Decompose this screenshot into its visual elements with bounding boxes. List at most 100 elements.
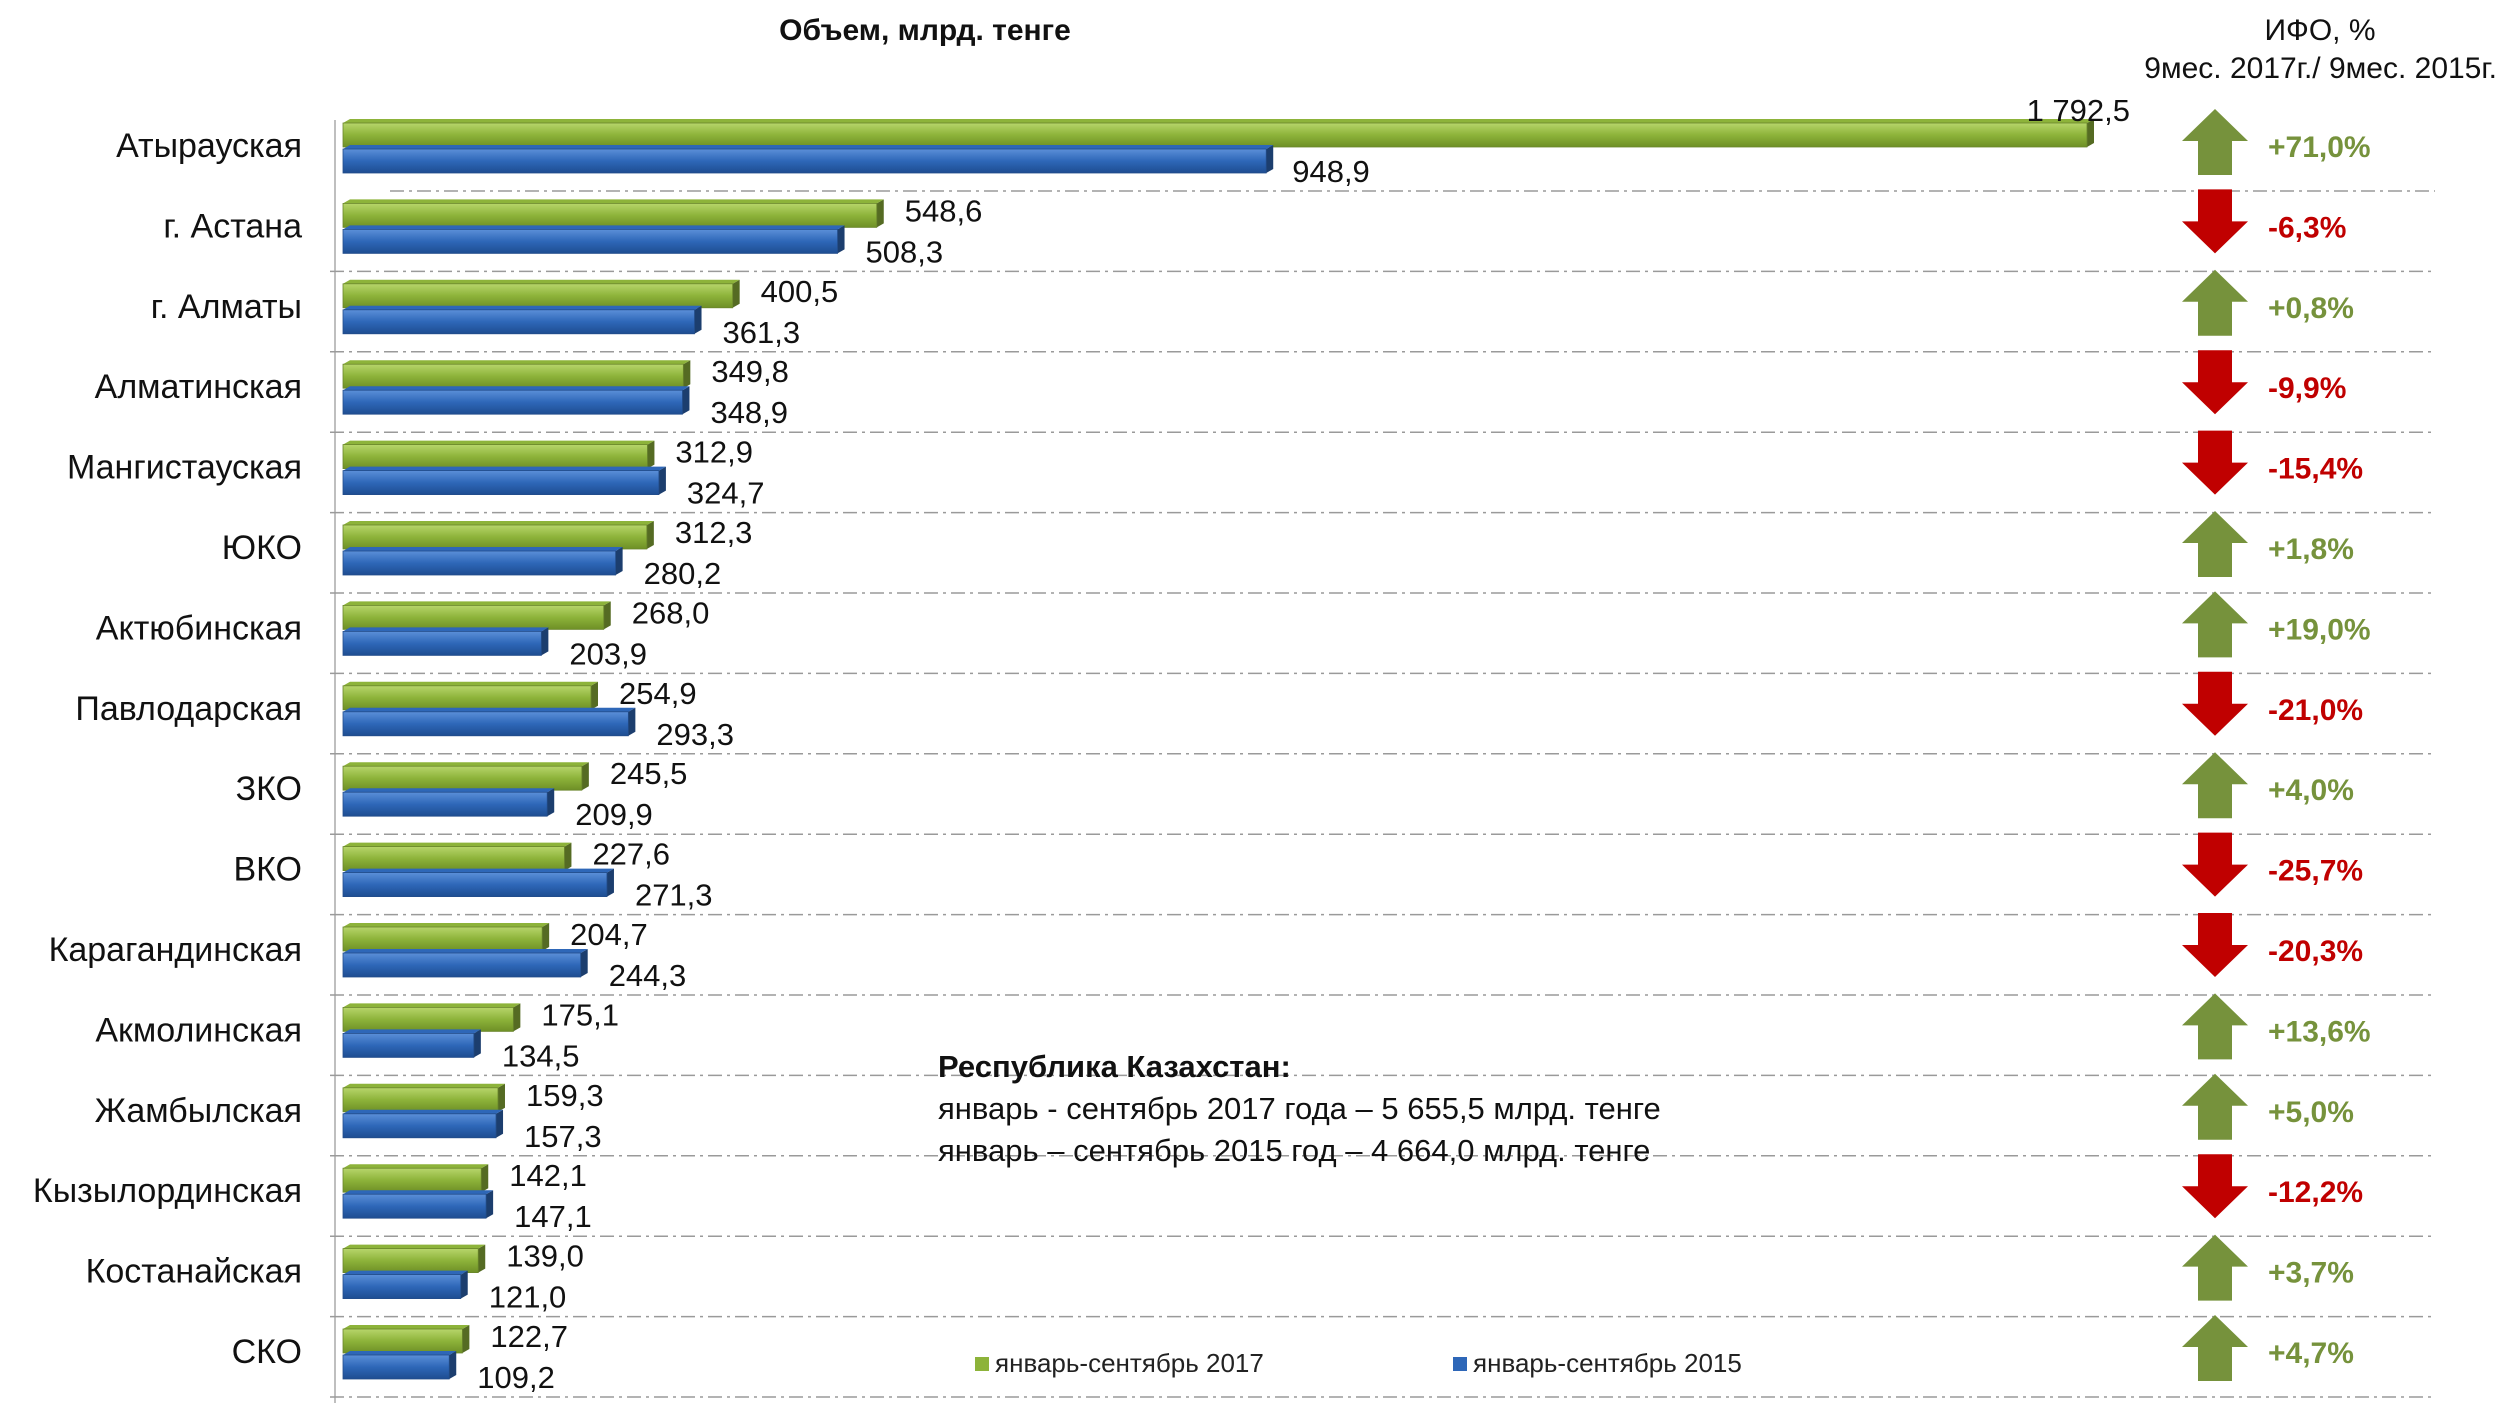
ifo-label: -21,0% <box>2268 694 2363 727</box>
arrow-up-icon <box>2182 752 2248 819</box>
bar-2017 <box>342 765 583 791</box>
bar-side <box>615 547 623 575</box>
bar-side <box>1266 145 1274 173</box>
value-label-2015: 244,3 <box>609 958 687 993</box>
category-label: Актюбинская <box>96 609 302 647</box>
bar-2015 <box>342 550 617 576</box>
summary-heading: Республика Казахстан: <box>938 1049 1291 1084</box>
ifo-label: -20,3% <box>2268 935 2363 968</box>
bar-2017 <box>342 363 684 389</box>
value-label-2017: 122,7 <box>490 1319 568 1354</box>
arrow-up-icon <box>2182 591 2248 658</box>
bar-side <box>547 788 555 817</box>
ifo-label: -15,4% <box>2268 453 2363 486</box>
value-label-2017: 548,6 <box>905 193 983 228</box>
category-label: г. Алматы <box>151 288 302 326</box>
ifo-title-line1: ИФО, % <box>2264 14 2375 47</box>
bar-top <box>343 1190 494 1195</box>
bar-top <box>343 199 884 204</box>
bar-top <box>343 119 2094 123</box>
bar-side <box>481 1164 489 1193</box>
bar-top <box>343 681 599 686</box>
summary-note: Республика Казахстан: январь - сентябрь … <box>938 1046 1661 1172</box>
value-label-2017: 400,5 <box>761 274 839 309</box>
bar-top <box>343 1270 468 1275</box>
bar-2017 <box>342 122 2088 148</box>
bar-top <box>343 707 636 712</box>
value-label-2015: 280,2 <box>644 556 722 591</box>
bar-2017 <box>342 685 592 711</box>
chart-title: Объем, млрд. тенге <box>779 14 1071 47</box>
bar-top <box>343 521 654 525</box>
category-label: Павлодарская <box>75 690 302 728</box>
bar-side <box>486 1190 494 1219</box>
ifo-label: +5,0% <box>2268 1096 2354 1129</box>
value-label-2017: 159,3 <box>526 1078 604 1113</box>
value-label-2015: 948,9 <box>1292 154 1370 189</box>
value-label-2015: 209,9 <box>575 797 653 832</box>
bar-2017 <box>342 1087 499 1113</box>
bar-2017 <box>342 1328 463 1354</box>
value-label-2015: 508,3 <box>866 234 944 269</box>
bar-2017 <box>342 202 878 228</box>
category-label: ЮКО <box>222 529 302 567</box>
value-label-2017: 245,5 <box>610 756 688 791</box>
category-label: ВКО <box>233 851 302 889</box>
bar-top <box>343 305 702 310</box>
bar-2015 <box>342 1113 497 1139</box>
bar-side <box>580 949 588 977</box>
legend-item-2015: январь-сентябрь 2015 <box>1453 1348 1742 1379</box>
value-label-2015: 109,2 <box>477 1360 555 1395</box>
value-label-2015: 157,3 <box>524 1119 602 1154</box>
bar-2017 <box>342 1167 482 1193</box>
arrow-up-icon <box>2182 109 2248 175</box>
bar-2015 <box>342 1033 475 1058</box>
ifo-label: -12,2% <box>2268 1176 2363 1209</box>
bar-side <box>646 521 654 549</box>
bar-side <box>581 762 589 791</box>
bar-2015 <box>342 148 1267 174</box>
value-label-2015: 324,7 <box>687 476 765 511</box>
arrow-up-icon <box>2182 269 2248 336</box>
bar-2017 <box>342 444 648 470</box>
arrow-down-icon <box>2182 189 2248 254</box>
value-label-2017: 227,6 <box>592 837 670 872</box>
bar-side <box>876 199 884 228</box>
bar-2017 <box>342 1007 514 1032</box>
bar-top <box>343 1325 470 1329</box>
value-label-2017: 1 792,5 <box>2027 93 2130 128</box>
value-label-2017: 268,0 <box>632 595 710 630</box>
bar-2017 <box>342 524 648 550</box>
bar-side <box>732 279 740 308</box>
bar-side <box>2087 119 2094 147</box>
arrow-up-icon <box>2182 1073 2248 1140</box>
value-label-2017: 139,0 <box>506 1239 584 1274</box>
bar-side <box>449 1351 457 1379</box>
category-label: Костанайская <box>86 1253 302 1291</box>
category-label: СКО <box>232 1333 302 1371</box>
value-label-2017: 175,1 <box>541 997 619 1032</box>
bar-side <box>628 707 636 736</box>
value-label-2017: 312,3 <box>675 515 753 550</box>
bar-top <box>343 1083 505 1088</box>
bar-top <box>343 1029 481 1034</box>
bar-side <box>460 1270 468 1299</box>
ifo-label: +4,0% <box>2268 774 2354 807</box>
value-label-2015: 203,9 <box>569 636 647 671</box>
legend-swatch-2015 <box>1453 1356 1467 1371</box>
bar-2015 <box>342 791 548 817</box>
arrow-down-icon <box>2182 430 2248 495</box>
bar-side <box>496 1109 504 1138</box>
bar-side <box>564 842 572 871</box>
arrow-down-icon <box>2182 832 2248 897</box>
category-label: Мангистауская <box>67 449 302 487</box>
bar-top <box>343 466 666 471</box>
bar-2015 <box>342 1193 487 1219</box>
summary-line-2015: январь – сентябрь 2015 год – 4 664,0 млр… <box>938 1133 1651 1168</box>
ifo-label: +1,8% <box>2268 533 2354 566</box>
bar-side <box>473 1029 481 1058</box>
value-label-2017: 142,1 <box>509 1158 587 1193</box>
legend-label-2015: январь-сентябрь 2015 <box>1473 1348 1742 1378</box>
category-label: Кызылординская <box>33 1172 302 1210</box>
bar-2015 <box>342 1354 450 1380</box>
